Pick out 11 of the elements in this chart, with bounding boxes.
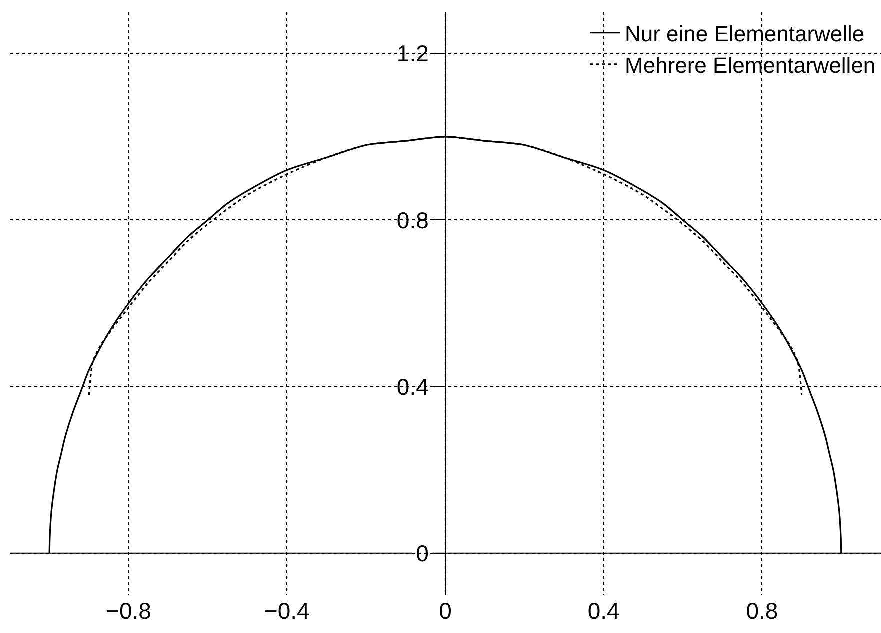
y-tick-label: 1.2 [396,40,429,67]
x-tick-label: 0.8 [746,598,778,624]
x-tick-label: −0.4 [264,598,310,624]
y-tick-label: 0.4 [396,374,430,400]
x-tick-label: −0.8 [106,598,152,624]
y-tick-label: 0 [416,540,429,566]
x-tick-label: 0 [439,598,452,624]
y-tick-label: 0.8 [396,207,429,234]
x-tick-label: 0.4 [588,598,620,624]
legend-label: Mehrere Elementarwellen [625,52,876,78]
legend-label: Nur eine Elementarwelle [625,21,865,46]
